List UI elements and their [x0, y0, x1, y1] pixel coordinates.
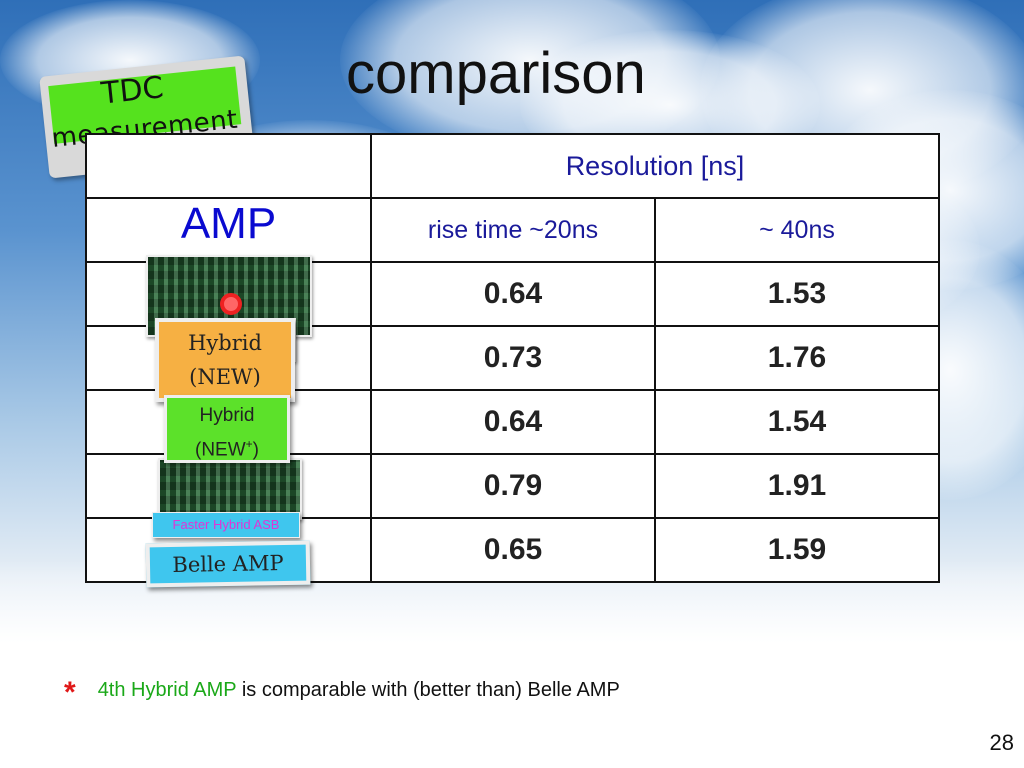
note-highlight: 4th Hybrid AMP: [97, 679, 237, 701]
hybrid-new-plus-line1: Hybrid: [199, 405, 255, 426]
hybrid-new-label: Hybrid (NEW): [155, 318, 295, 402]
hybrid-new-plus-line2: (NEW+): [195, 437, 259, 461]
rise-time-40-header: ~ 40ns: [654, 197, 940, 263]
note-text: is comparable with (better than) Belle A…: [236, 679, 620, 701]
hybrid-new-label-line1: Hybrid: [188, 331, 262, 355]
asterisk-icon: *: [64, 676, 76, 709]
amp-board-photo: [158, 458, 302, 520]
table-header-row: Resolution [ns]: [85, 133, 940, 199]
red-ring-icon: [220, 293, 242, 315]
empty-corner-cell: [85, 133, 372, 199]
table-row: 0.64 1.53: [85, 261, 940, 327]
value-20ns: 0.64: [370, 261, 656, 327]
hybrid-new-label-line2: (NEW): [189, 365, 261, 389]
belle-amp-label: Belle AMP: [145, 540, 311, 588]
value-20ns: 0.65: [370, 517, 656, 583]
slide-title: comparison: [346, 41, 646, 106]
value-40ns: 1.54: [654, 389, 940, 455]
amp-header: AMP: [85, 197, 372, 263]
badge-line-1: TDC: [99, 70, 166, 112]
table-subheader-row: AMP rise time ~20ns ~ 40ns: [85, 197, 940, 263]
value-40ns: 1.91: [654, 453, 940, 519]
page-number: 28: [989, 730, 1014, 755]
rise-time-20-header: rise time ~20ns: [370, 197, 656, 263]
value-20ns: 0.73: [370, 325, 656, 391]
hybrid-new-plus-label: Hybrid (NEW+): [164, 395, 290, 463]
value-40ns: 1.76: [654, 325, 940, 391]
value-40ns: 1.59: [654, 517, 940, 583]
value-40ns: 1.53: [654, 261, 940, 327]
faster-hybrid-asb-label: Faster Hybrid ASB: [152, 512, 300, 538]
value-20ns: 0.64: [370, 389, 656, 455]
conclusion-note: * 4th Hybrid AMP is comparable with (bett…: [64, 670, 620, 709]
resolution-header: Resolution [ns]: [370, 133, 940, 199]
value-20ns: 0.79: [370, 453, 656, 519]
